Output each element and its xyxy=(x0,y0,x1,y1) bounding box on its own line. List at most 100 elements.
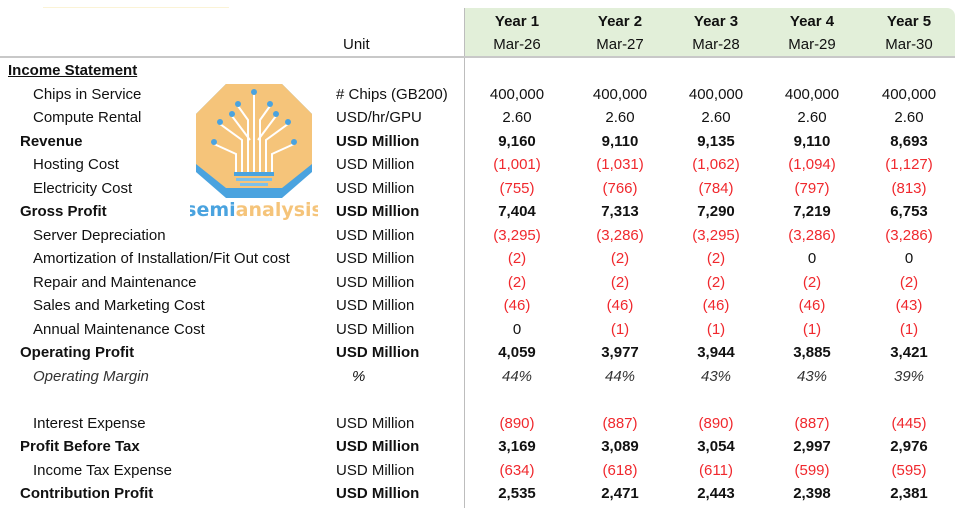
cell-year-1: 44% xyxy=(501,367,533,385)
row-unit: USD Million xyxy=(336,438,420,455)
cell-year-3: (784) xyxy=(698,179,734,197)
cell-year-4: (599) xyxy=(794,461,830,479)
header-divider xyxy=(0,56,955,58)
cell-year-4: 2,997 xyxy=(793,438,831,455)
cell-year-3: (1) xyxy=(706,320,726,338)
cell-year-5: 400,000 xyxy=(881,85,937,103)
cell-year-2: (618) xyxy=(602,461,638,479)
cell-year-5: (445) xyxy=(891,414,927,432)
cell-year-1: (634) xyxy=(499,461,535,479)
cell-year-5: 6,753 xyxy=(890,203,928,220)
row-label: Gross Profit xyxy=(20,203,107,220)
table-row-revenue: Revenue USD Million 9,160 9,110 9,135 9,110 8,… xyxy=(0,130,960,154)
row-unit: % xyxy=(352,367,366,385)
logo-text-analysis: analysis xyxy=(236,199,318,220)
cell-year-5: 2,976 xyxy=(890,438,928,455)
table-row-sales-and-marketing-cost: Sales and Marketing Cost USD Million (46) (… xyxy=(0,294,960,318)
cell-year-2: 7,313 xyxy=(601,203,639,220)
cell-year-2: 44% xyxy=(604,367,636,385)
row-unit: USD Million xyxy=(336,461,415,479)
cell-year-2: (1,031) xyxy=(596,156,644,173)
row-unit: USD Million xyxy=(336,320,415,338)
logo-text-semi: semi xyxy=(190,199,236,220)
cell-year-2: (1) xyxy=(610,320,630,338)
cell-year-2: (766) xyxy=(602,179,638,197)
table-row-contribution-profit: Contribution Profit USD Million 2,535 2,471… xyxy=(0,482,960,506)
row-label: Operating Margin xyxy=(33,367,149,385)
cell-year-4: (46) xyxy=(798,297,826,314)
table-row-operating-margin: Operating Margin% 44% 44% 43% 43% 39% xyxy=(0,365,960,389)
cell-year-4: (2) xyxy=(802,273,822,291)
row-label: Repair and Maintenance xyxy=(33,273,197,291)
cell-year-3: (2) xyxy=(706,273,726,291)
period-date: Mar-29 xyxy=(788,36,836,53)
row-label: Profit Before Tax xyxy=(20,438,140,455)
cell-year-2: 3,089 xyxy=(601,438,639,455)
row-label: Server Depreciation xyxy=(33,226,166,244)
year-label: Year 3 xyxy=(693,13,739,30)
cell-year-1: 4,059 xyxy=(498,344,536,361)
svg-text:semianalysis: semianalysis xyxy=(190,199,318,220)
cell-year-2: 9,110 xyxy=(601,132,639,150)
cell-year-3: 3,054 xyxy=(697,438,735,455)
table-row-chips-in-service: Chips in Service # Chips (GB200) 400,000 40… xyxy=(0,83,960,107)
cell-year-5: 39% xyxy=(893,367,925,385)
cell-year-3: (46) xyxy=(702,297,730,314)
cell-year-1: (890) xyxy=(499,414,535,432)
cell-year-4: 7,219 xyxy=(793,203,831,220)
row-label: Interest Expense xyxy=(33,414,146,432)
cell-year-2: 3,977 xyxy=(601,344,639,361)
cell-year-4: 43% xyxy=(796,367,828,385)
cell-year-5: 3,421 xyxy=(890,344,928,361)
row-label: Chips in Service xyxy=(33,85,142,103)
row-unit: USD Million xyxy=(336,414,415,432)
cell-year-3: (1,062) xyxy=(692,156,740,173)
cell-year-2: (46) xyxy=(606,297,634,314)
semianalysis-logo: semianalysis xyxy=(190,84,318,220)
cell-year-2: (2) xyxy=(610,250,630,267)
row-label: Annual Maintenance Cost xyxy=(33,320,205,338)
cell-year-1: 9,160 xyxy=(498,132,536,150)
cell-year-4: (1,094) xyxy=(788,156,836,173)
cell-year-3: 400,000 xyxy=(688,85,744,103)
cell-year-2: (2) xyxy=(610,273,630,291)
cell-year-4: (887) xyxy=(794,414,830,432)
table-row-blank xyxy=(0,388,960,412)
row-unit: USD Million xyxy=(336,156,415,173)
cell-year-4: 3,885 xyxy=(793,344,831,361)
cell-year-1: 7,404 xyxy=(498,203,536,220)
year-header-band xyxy=(465,8,955,56)
cell-year-2: (887) xyxy=(602,414,638,432)
cell-year-2: 2,471 xyxy=(601,485,639,502)
cell-year-5: (43) xyxy=(895,297,923,314)
row-label: Contribution Profit xyxy=(20,485,154,502)
table-row-income-tax-expense: Income Tax Expense USD Million (634) (618) (… xyxy=(0,459,960,483)
cell-year-4: 2.60 xyxy=(797,109,827,126)
cell-year-1: 3,169 xyxy=(498,438,536,455)
period-date: Mar-28 xyxy=(692,36,740,53)
row-unit: USD/hr/GPU xyxy=(336,109,422,126)
cell-year-3: 43% xyxy=(700,367,732,385)
table-row-hosting-cost: Hosting Cost USD Million (1,001) (1,031) (1,… xyxy=(0,153,960,177)
income-statement-table: Income Statement Chips in Service # Chips … xyxy=(0,59,960,506)
row-label: Compute Rental xyxy=(33,109,142,126)
cell-year-5: (1,127) xyxy=(885,156,933,173)
row-label: Amortization of Installation/Fit Out cos… xyxy=(33,250,290,267)
table-row-annual-maintenance-cost: Annual Maintenance Cost USD Million 0 (1) (1… xyxy=(0,318,960,342)
table-row-compute-rental: Compute Rental USD/hr/GPU 2.60 2.60 2.60 2.60… xyxy=(0,106,960,130)
row-unit: USD Million xyxy=(336,132,420,150)
year-label: Year 2 xyxy=(597,13,643,30)
cell-year-3: (611) xyxy=(699,461,733,479)
year-label: Year 1 xyxy=(494,13,540,30)
cell-year-4: 0 xyxy=(807,250,817,267)
cell-year-4: (1) xyxy=(802,320,822,338)
row-label: Income Statement xyxy=(8,62,138,79)
table-row-server-depreciation: Server Depreciation USD Million (3,295) (3,… xyxy=(0,224,960,248)
row-label: Revenue xyxy=(20,132,83,150)
cell-year-4: 2,398 xyxy=(793,485,831,502)
cell-year-5: (595) xyxy=(891,461,927,479)
row-unit: USD Million xyxy=(336,297,415,314)
cell-year-5: 2,381 xyxy=(890,485,928,502)
row-label: Electricity Cost xyxy=(33,179,133,197)
cell-year-3: 3,944 xyxy=(697,344,735,361)
